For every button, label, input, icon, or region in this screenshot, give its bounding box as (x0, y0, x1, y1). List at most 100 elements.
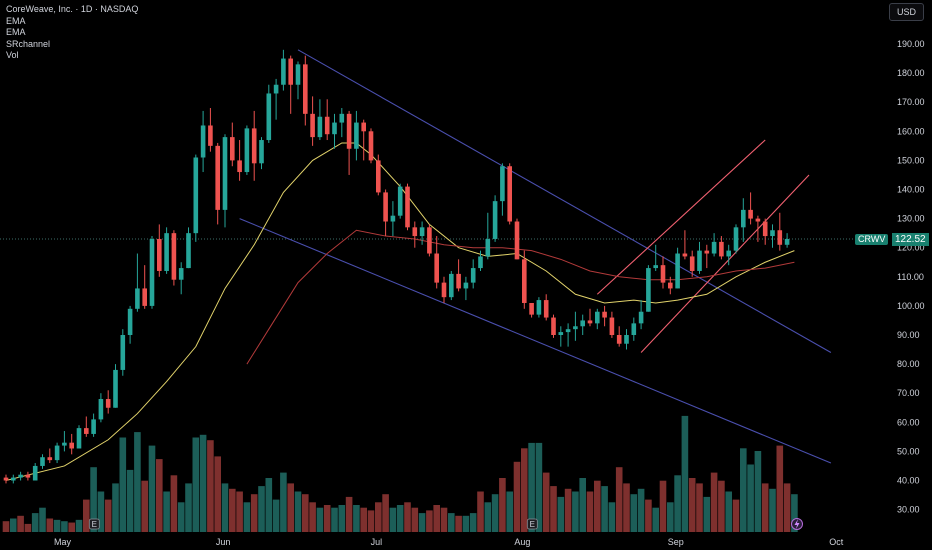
volume-bar (97, 491, 105, 532)
candle (726, 244, 731, 266)
candle (784, 233, 790, 248)
currency-selector[interactable]: USD (889, 3, 924, 21)
candle-body (748, 209, 753, 219)
earnings-marker: E (88, 518, 100, 530)
earnings-badge (526, 518, 538, 530)
candle-body (91, 419, 96, 434)
volume-bar (630, 494, 638, 532)
candle (186, 227, 191, 269)
volume-bar (637, 488, 645, 532)
volume-bar (331, 507, 338, 532)
candlesticks[interactable] (3, 49, 790, 484)
candle-body (376, 160, 381, 193)
indicator-ema-slow[interactable]: EMA (6, 27, 26, 37)
candle-body (536, 300, 542, 315)
candle (127, 305, 133, 344)
up-channel-lower (640, 174, 810, 353)
candle-body (419, 227, 425, 237)
candle (390, 201, 396, 237)
candle (113, 364, 118, 408)
volume-bar (148, 445, 156, 532)
indicator-srchannel[interactable]: SRchannel (6, 38, 51, 49)
candle (105, 390, 111, 414)
indicator-ema-fast[interactable]: EMA (6, 15, 26, 26)
candle-body (485, 238, 491, 257)
volume-bar (718, 480, 725, 532)
y-tick-label: 190.00 (897, 39, 925, 49)
volume-bar (645, 499, 652, 532)
x-tick-label: Jun (216, 537, 231, 547)
candle-body (573, 326, 578, 330)
candle (675, 247, 680, 289)
candle (361, 119, 366, 161)
volume-bar (769, 488, 776, 532)
volume-bar (411, 507, 419, 532)
candle-body (514, 221, 520, 260)
volume-bar (477, 491, 484, 532)
candle (419, 221, 425, 245)
volume-bar (31, 513, 39, 532)
candle (339, 108, 345, 138)
symbol-title[interactable]: CoreWeave, Inc. · 1D · NASDAQ (6, 4, 139, 14)
candle-body (54, 445, 60, 461)
lightning-glyph (794, 519, 800, 529)
candle (62, 431, 67, 452)
volume-bar (119, 437, 127, 532)
candle-body (135, 288, 140, 309)
indicator-volume[interactable]: Vol (6, 50, 19, 60)
candle-body (105, 399, 111, 408)
volume-bar (53, 519, 61, 532)
candle-body (332, 122, 337, 135)
candle-body (142, 288, 147, 306)
candle-body (741, 209, 746, 228)
candle-body (704, 250, 710, 254)
volume-bar (389, 507, 397, 532)
candle (631, 317, 637, 341)
candle (149, 236, 155, 309)
candle-body (288, 58, 293, 85)
candle (624, 329, 629, 350)
volume-bar (754, 451, 762, 532)
candle (405, 183, 410, 231)
candle-body (149, 238, 155, 306)
volume-bar (396, 505, 404, 532)
volume-bar (156, 459, 163, 532)
candle (11, 474, 16, 484)
candle-body (237, 160, 242, 173)
candle-body (171, 233, 177, 280)
candle-body (733, 227, 739, 251)
candle (660, 256, 666, 289)
volume-bar (615, 467, 623, 532)
volume-bar (316, 507, 324, 532)
candle (324, 99, 330, 141)
candle (47, 448, 53, 464)
volume-bar (688, 478, 696, 532)
volume-bar (783, 483, 791, 532)
candle-body (616, 335, 622, 344)
candle (251, 110, 257, 181)
volume-bar (192, 437, 200, 532)
price-axis[interactable]: 190.00 180.00 170.00 160.00 150.00 140.00 130.… (897, 39, 925, 515)
volume-bar (170, 475, 178, 532)
candle (222, 134, 228, 228)
candle-body (522, 259, 527, 303)
candle (171, 230, 177, 286)
candle (120, 329, 126, 376)
candle (529, 302, 534, 318)
y-tick-label: 180.00 (897, 68, 925, 78)
candle-body (251, 128, 257, 164)
candle-body (405, 186, 410, 228)
candle (478, 250, 483, 271)
sr-channels (239, 49, 832, 464)
x-tick-label: Aug (514, 537, 530, 547)
candle-body (492, 201, 498, 239)
candle-body (543, 300, 549, 318)
time-axis[interactable]: May Jun Jul Aug Sep Oct (54, 537, 844, 547)
volume-bar (426, 510, 433, 532)
candle-body (200, 125, 206, 158)
earnings-badge (88, 518, 100, 530)
candle-body (711, 241, 717, 254)
candle (266, 84, 272, 143)
